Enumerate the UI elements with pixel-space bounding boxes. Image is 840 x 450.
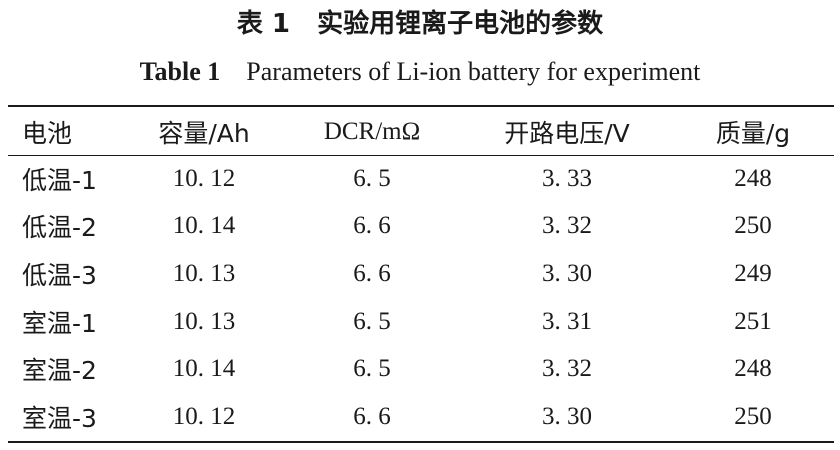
cell-dcr: 6. 6 [353, 212, 391, 240]
header-open-circuit-voltage: 开路电压/V [504, 118, 630, 148]
table-bottom-rule [8, 441, 834, 443]
cell-dcr: 6. 5 [353, 307, 391, 335]
cell-capacity: 10. 14 [172, 212, 236, 240]
cell-mass: 248 [734, 164, 772, 192]
cell-capacity: 10. 14 [172, 355, 236, 383]
header-mass: 质量/g [715, 118, 791, 148]
cell-voltage: 3. 32 [542, 355, 592, 383]
cell-voltage: 3. 33 [542, 164, 592, 192]
table-header-rule [8, 155, 834, 156]
table-number-cn: 表 1 [236, 9, 290, 39]
cell-voltage: 3. 31 [542, 307, 592, 335]
cell-capacity: 10. 12 [172, 164, 236, 192]
cell-mass: 251 [734, 307, 772, 335]
cell-dcr: 6. 6 [353, 402, 391, 430]
cell-dcr: 6. 6 [353, 259, 391, 287]
header-capacity: 容量/Ah [158, 118, 250, 148]
cell-voltage: 3. 30 [542, 402, 592, 430]
cell-mass: 250 [734, 212, 772, 240]
header-dcr: DCR/mΩ [323, 117, 421, 145]
cell-dcr: 6. 5 [353, 355, 391, 383]
header-battery: 电池 [22, 118, 73, 148]
table-caption-cn: 表 1 实验用锂离子电池的参数 [0, 4, 840, 44]
cell-mass: 250 [734, 402, 772, 430]
cell-capacity: 10. 13 [172, 307, 236, 335]
table-top-rule [8, 105, 834, 107]
table-title-cn: 实验用锂离子电池的参数 [317, 9, 604, 39]
table-row: 低温-2 10. 14 6. 6 3. 32 250 [8, 203, 834, 251]
table-row: 低温-3 10. 13 6. 6 3. 30 249 [8, 250, 834, 298]
cell-mass: 248 [734, 355, 772, 383]
cell-voltage: 3. 32 [542, 212, 592, 240]
table-title-en: Parameters of Li-ion battery for experim… [246, 57, 701, 86]
table-number-en: Table 1 [139, 57, 221, 86]
table-header-row: 电池 容量/Ah DCR/mΩ 开路电压/V 质量/g [8, 108, 834, 155]
table-row: 低温-1 10. 12 6. 5 3. 33 248 [8, 155, 834, 203]
cell-battery: 室温-2 [22, 356, 97, 386]
table-row: 室温-1 10. 13 6. 5 3. 31 251 [8, 298, 834, 346]
cell-battery: 室温-1 [22, 308, 97, 338]
cell-voltage: 3. 30 [542, 259, 592, 287]
cell-capacity: 10. 13 [172, 259, 236, 287]
battery-parameters-table: 电池 容量/Ah DCR/mΩ 开路电压/V 质量/g 低温-1 10. 12 … [8, 108, 834, 441]
cell-battery: 室温-3 [22, 403, 97, 433]
cell-battery: 低温-3 [22, 260, 97, 290]
table-row: 室温-2 10. 14 6. 5 3. 32 248 [8, 345, 834, 393]
cell-battery: 低温-1 [22, 165, 97, 195]
cell-mass: 249 [734, 259, 772, 287]
table-caption-en: Table 1 Parameters of Li-ion battery for… [0, 54, 840, 90]
cell-capacity: 10. 12 [172, 402, 236, 430]
table-row: 室温-3 10. 12 6. 6 3. 30 250 [8, 393, 834, 441]
cell-dcr: 6. 5 [353, 164, 391, 192]
cell-battery: 低温-2 [22, 213, 97, 243]
